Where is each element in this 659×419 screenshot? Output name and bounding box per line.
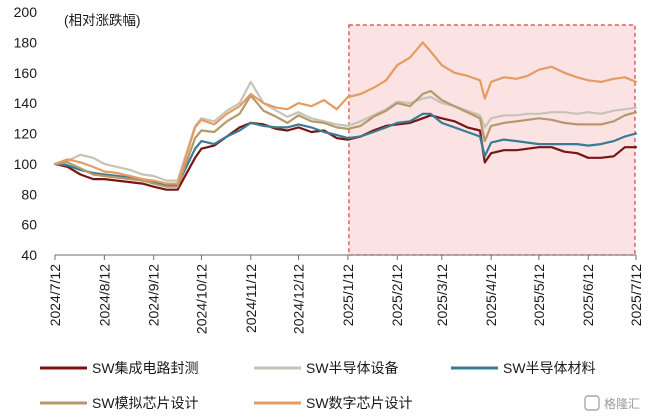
legend-label: SW数字芯片设计 [306,395,413,411]
x-tick-label: 2025/2/12 [389,264,405,326]
y-tick-label: 180 [14,34,38,50]
x-tick-label: 2024/9/12 [146,264,162,326]
y-tick-label: 40 [21,247,37,263]
y-tick-label: 200 [14,4,38,20]
x-tick-label: 2024/7/12 [47,264,63,326]
x-tick-label: 2025/6/12 [580,264,596,326]
legend-label: SW模拟芯片设计 [92,395,199,411]
y-tick-label: 160 [14,65,38,81]
x-tick-label: 2024/10/12 [193,264,209,334]
x-tick-label: 2024/11/12 [243,264,259,333]
watermark-logo-icon [584,395,600,411]
plot-lines [53,41,638,191]
y-tick-label: 140 [14,95,38,111]
legend: SW集成电路封测 SW半导体设备 SW半导体材料 SW模拟芯片设计 SW数字芯片设计 [40,360,596,411]
watermark-text: 格隆汇 [604,396,640,411]
x-tick-label: 2025/7/12 [628,264,644,326]
x-tick-label: 2025/3/12 [434,264,450,326]
highlight-region [348,24,636,256]
series-line [53,41,638,185]
y-axis-ticks: 40 60 80 100 120 140 160 180 200 [14,4,38,263]
x-tick-label: 2025/4/12 [483,264,499,326]
y-tick-label: 120 [14,126,38,142]
y-tick-label: 100 [14,156,38,172]
legend-label: SW半导体材料 [503,360,596,376]
x-tick-label: 2025/1/12 [340,264,356,326]
x-tick-label: 2024/8/12 [96,264,112,326]
y-tick-label: 80 [21,186,37,202]
y-tick-label: 60 [21,217,37,233]
series-line [53,112,638,187]
x-axis: 2024/7/12 2024/8/12 2024/9/12 2024/10/12 202… [47,254,644,334]
series-line [53,89,638,188]
legend-label: SW半导体设备 [306,360,399,376]
legend-label: SW集成电路封测 [92,360,199,376]
y-unit-label: (相对涨跌幅) [64,13,141,28]
x-tick-label: 2024/12/12 [291,264,307,334]
watermark: 格隆汇 [584,395,640,411]
series-line [53,80,638,182]
x-tick-label: 2025/5/12 [531,264,547,326]
